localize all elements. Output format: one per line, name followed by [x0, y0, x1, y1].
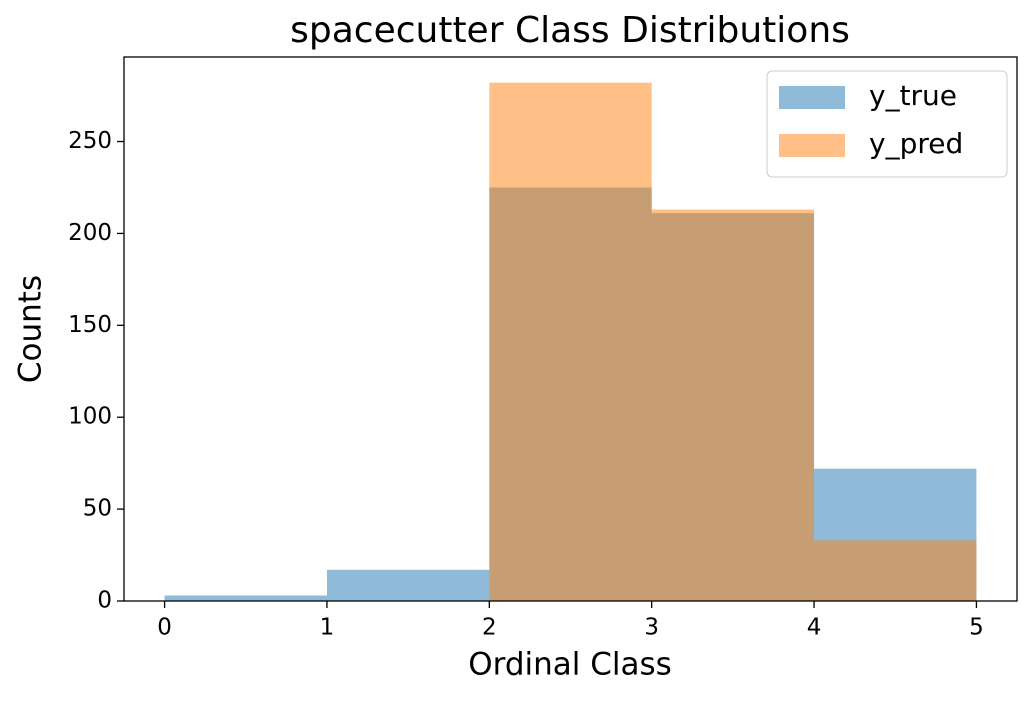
- x-tick-label: 1: [320, 615, 335, 641]
- x-tick-label: 4: [807, 615, 822, 641]
- x-tick-label: 2: [482, 615, 497, 641]
- legend-swatch: [779, 86, 845, 109]
- bar: [489, 82, 652, 601]
- x-tick-label: 5: [969, 615, 984, 641]
- bar: [164, 595, 327, 601]
- y-tick-label: 0: [97, 588, 112, 614]
- legend-label: y_pred: [869, 127, 963, 160]
- x-tick-label: 3: [644, 615, 659, 641]
- legend-label: y_true: [869, 79, 957, 112]
- bar: [814, 540, 977, 601]
- bar: [651, 209, 815, 602]
- y-axis-label: Counts: [13, 275, 49, 383]
- y-tick-label: 50: [83, 496, 112, 522]
- y-tick-label: 250: [68, 128, 112, 154]
- chart-title: spacecutter Class Distributions: [290, 10, 850, 51]
- y-tick-label: 150: [68, 312, 112, 338]
- bar: [326, 569, 490, 601]
- y-tick-label: 200: [68, 220, 112, 246]
- plot-frame: [123, 56, 1018, 602]
- x-tick-label: 0: [157, 615, 172, 641]
- y-tick-label: 100: [68, 404, 112, 430]
- legend-swatch: [779, 134, 845, 157]
- x-axis-label: Ordinal Class: [468, 647, 672, 683]
